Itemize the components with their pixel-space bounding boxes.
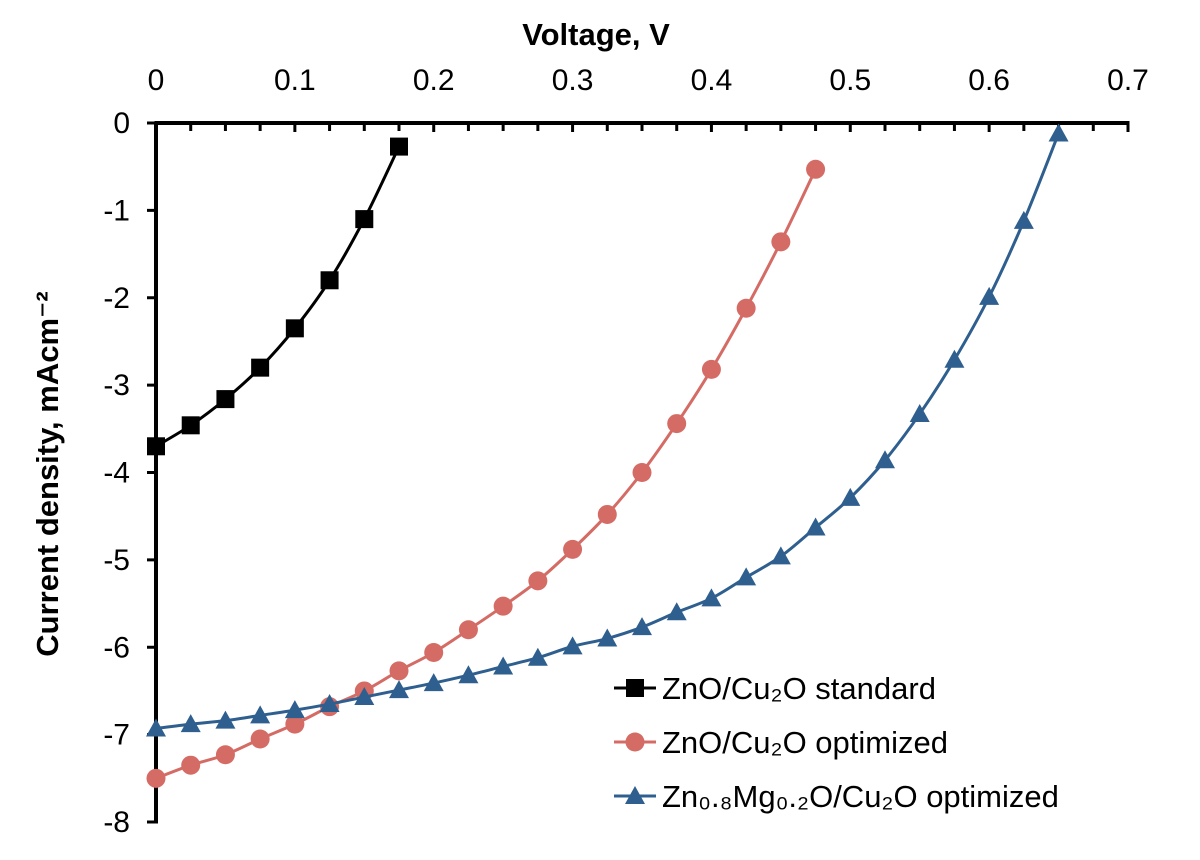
legend-item: ZnO/Cu₂O standard bbox=[614, 671, 936, 706]
data-point bbox=[493, 656, 514, 675]
data-point bbox=[216, 390, 235, 409]
data-point bbox=[389, 661, 409, 681]
data-point bbox=[389, 680, 409, 699]
legend-item: ZnO/Cu₂O optimized bbox=[614, 725, 948, 760]
y-tick-label: -3 bbox=[103, 369, 130, 402]
data-point bbox=[701, 588, 722, 607]
x-tick-label: 0 bbox=[148, 64, 165, 97]
data-point bbox=[146, 718, 166, 737]
y-tick-label: -6 bbox=[103, 631, 130, 664]
data-point bbox=[250, 705, 271, 724]
y-tick-label: -4 bbox=[103, 457, 130, 490]
data-point bbox=[320, 271, 339, 290]
data-point bbox=[354, 687, 375, 706]
data-point bbox=[563, 539, 583, 559]
data-point bbox=[527, 647, 548, 666]
data-point bbox=[181, 416, 200, 435]
data-point bbox=[597, 628, 618, 647]
series-line bbox=[155, 145, 401, 448]
data-point bbox=[736, 567, 757, 586]
y-tick-label: -1 bbox=[103, 194, 130, 227]
series-3 bbox=[146, 123, 1069, 737]
data-point bbox=[458, 665, 479, 684]
data-point bbox=[390, 137, 408, 156]
data-point bbox=[215, 745, 235, 765]
series-layer bbox=[146, 123, 1069, 788]
data-point bbox=[285, 714, 305, 734]
legend-label: ZnO/Cu₂O standard bbox=[662, 671, 936, 706]
legend-marker bbox=[625, 786, 645, 804]
data-point bbox=[285, 319, 304, 338]
data-point bbox=[840, 487, 861, 506]
x-tick-label: 0.4 bbox=[691, 64, 733, 97]
x-axis-title: Voltage, V bbox=[522, 17, 670, 52]
data-point bbox=[597, 504, 617, 524]
x-tick-label: 0.6 bbox=[968, 64, 1010, 97]
y-tick-label: 0 bbox=[113, 107, 130, 140]
series-1 bbox=[147, 137, 408, 456]
data-point bbox=[562, 636, 583, 655]
x-tick-label: 0.2 bbox=[413, 64, 455, 97]
legend-label: ZnO/Cu₂O optimized bbox=[662, 725, 948, 760]
data-point bbox=[423, 673, 444, 692]
data-point bbox=[181, 755, 201, 775]
x-tick-label: 0.7 bbox=[1107, 64, 1149, 97]
data-point bbox=[1048, 123, 1069, 142]
data-point bbox=[909, 403, 930, 422]
y-tick-label: -5 bbox=[103, 544, 130, 577]
x-tick-label: 0.1 bbox=[274, 64, 316, 97]
data-point bbox=[146, 768, 166, 788]
data-point bbox=[770, 546, 791, 565]
data-point bbox=[632, 617, 652, 636]
data-point bbox=[319, 694, 340, 713]
data-point bbox=[701, 359, 721, 379]
x-tick-label: 0.3 bbox=[552, 64, 594, 97]
data-point bbox=[806, 159, 826, 179]
data-point bbox=[215, 710, 236, 729]
data-point bbox=[875, 450, 895, 469]
axes: 0 0.1 0.2 0.3 0.4 0.5 0.6 0.7 0 -1 -2 -3 -4 -5 -6 -7 -8 bbox=[103, 64, 1149, 839]
y-tick-label: -7 bbox=[103, 719, 130, 752]
data-point bbox=[736, 298, 756, 318]
data-point bbox=[1013, 210, 1034, 229]
legend-item: Zn₀.₈Mg₀.₂O/Cu₂O optimized bbox=[614, 779, 1059, 814]
data-point bbox=[355, 210, 374, 229]
data-point bbox=[944, 349, 965, 368]
y-tick-label: -8 bbox=[103, 806, 130, 839]
data-point bbox=[284, 700, 305, 719]
data-point bbox=[632, 463, 652, 482]
series-2 bbox=[146, 159, 826, 788]
data-point bbox=[667, 414, 687, 434]
y-tick-label: -2 bbox=[103, 282, 130, 315]
data-point bbox=[528, 571, 548, 591]
data-point bbox=[666, 602, 687, 621]
data-point bbox=[251, 358, 270, 377]
legend-label: Zn₀.₈Mg₀.₂O/Cu₂O optimized bbox=[662, 779, 1059, 814]
legend: ZnO/Cu₂O standard ZnO/Cu₂O optimized Zn₀.₈… bbox=[614, 671, 1059, 814]
data-point bbox=[771, 232, 791, 252]
data-point bbox=[180, 714, 201, 733]
legend-marker bbox=[626, 679, 644, 697]
data-point bbox=[458, 620, 478, 640]
data-point bbox=[979, 286, 1000, 305]
y-axis-title: Current density, mAcm⁻² bbox=[30, 291, 65, 656]
legend-marker bbox=[625, 732, 645, 752]
data-point bbox=[250, 729, 270, 749]
data-point bbox=[805, 517, 826, 536]
data-point bbox=[493, 596, 513, 616]
x-tick-label: 0.5 bbox=[829, 64, 871, 97]
data-point bbox=[424, 642, 444, 662]
data-point bbox=[147, 437, 165, 456]
